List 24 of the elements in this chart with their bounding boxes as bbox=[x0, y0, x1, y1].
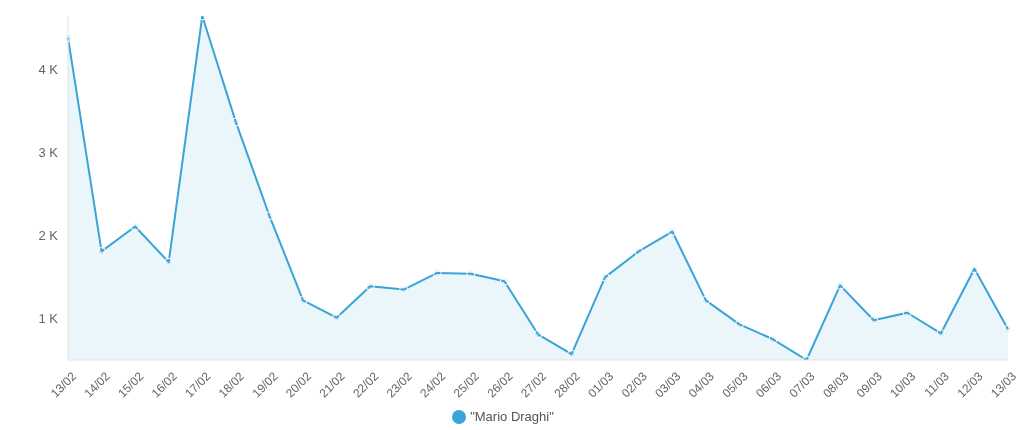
point bbox=[701, 295, 711, 305]
point bbox=[399, 285, 409, 295]
point bbox=[533, 329, 543, 339]
y-tick-label: 3 K bbox=[38, 145, 59, 161]
y-tick-label: 4 K bbox=[38, 62, 59, 78]
point bbox=[264, 211, 274, 221]
point bbox=[164, 257, 174, 267]
point bbox=[1003, 324, 1013, 334]
point bbox=[936, 328, 946, 338]
point bbox=[902, 308, 912, 318]
point bbox=[567, 349, 577, 359]
legend-label: "Mario Draghi" bbox=[470, 409, 554, 424]
point bbox=[63, 33, 73, 43]
point bbox=[130, 222, 140, 232]
point bbox=[432, 268, 442, 278]
point bbox=[97, 246, 107, 256]
point bbox=[869, 315, 879, 325]
y-tick-label: 2 K bbox=[38, 228, 59, 244]
point bbox=[667, 227, 677, 237]
y-tick-label: 1 K bbox=[38, 311, 59, 327]
point bbox=[332, 313, 342, 323]
point bbox=[466, 269, 476, 279]
point bbox=[298, 295, 308, 305]
point bbox=[499, 276, 509, 286]
